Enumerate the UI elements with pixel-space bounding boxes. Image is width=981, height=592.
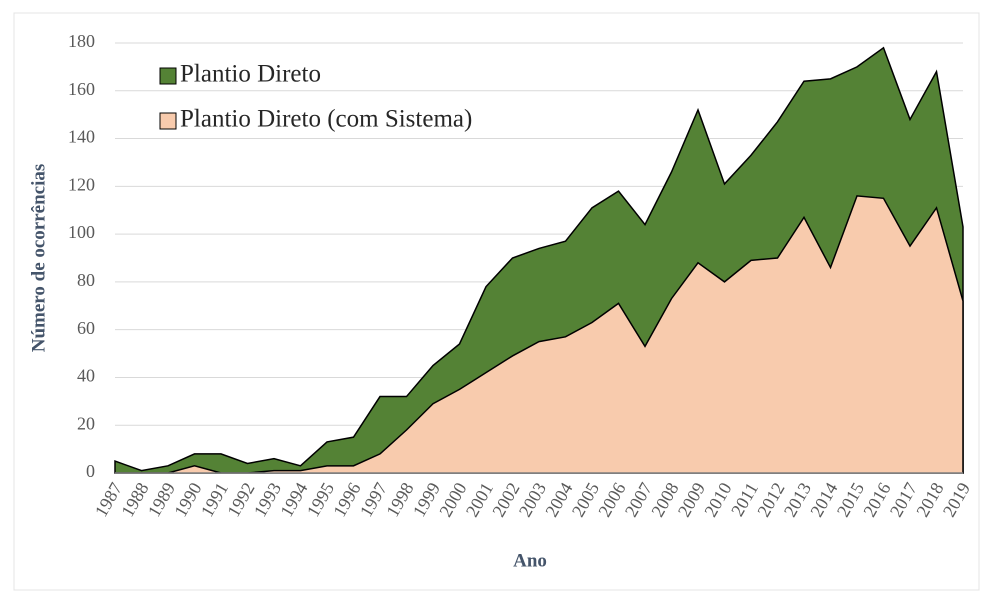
y-tick-label: 100 — [68, 222, 95, 242]
y-tick-label: 20 — [77, 413, 95, 433]
y-axis-title: Número de ocorrências — [28, 164, 49, 353]
y-tick-label: 80 — [77, 270, 95, 290]
y-tick-label: 140 — [68, 127, 95, 147]
legend-swatch — [159, 112, 177, 130]
y-tick-label: 160 — [68, 79, 95, 99]
legend-label: Plantio Direto (com Sistema) — [180, 106, 472, 133]
legend-label: Plantio Direto — [180, 61, 321, 88]
x-axis-title: Ano — [513, 550, 547, 571]
y-tick-label: 180 — [68, 31, 95, 51]
legend-swatch — [159, 67, 177, 85]
y-tick-label: 40 — [77, 366, 95, 386]
y-tick-label: 60 — [77, 318, 95, 338]
y-tick-label: 0 — [86, 461, 95, 481]
area — [115, 195, 964, 474]
y-tick-label: 120 — [68, 174, 95, 194]
